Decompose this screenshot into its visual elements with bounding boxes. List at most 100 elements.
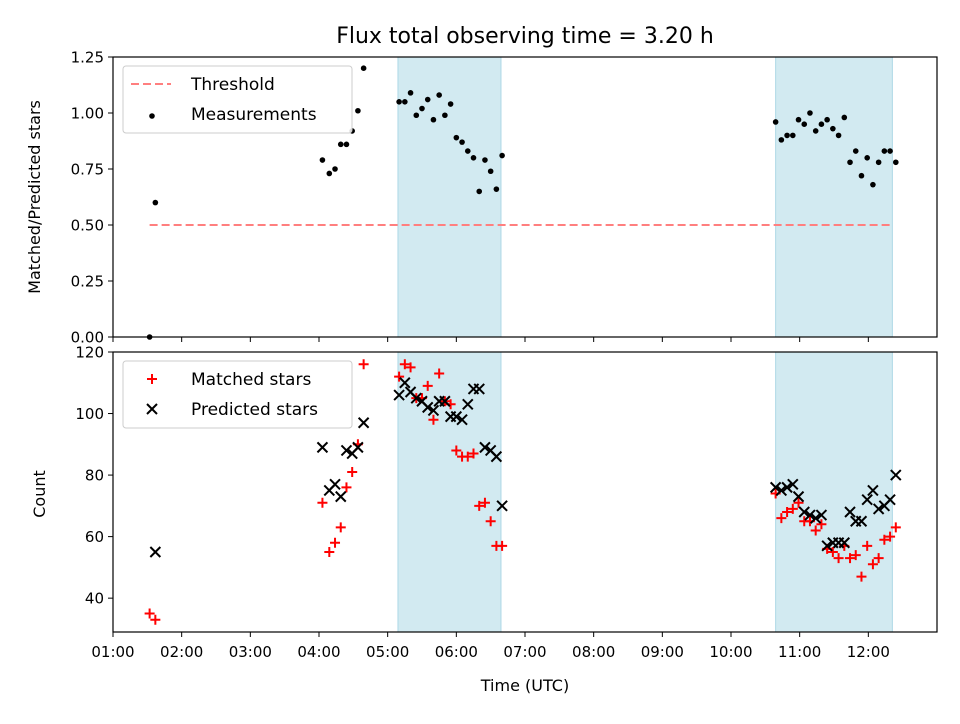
matched-star-marker (816, 519, 827, 530)
predicted-star-marker (496, 500, 508, 512)
x-tick-label: 09:00 (641, 643, 684, 661)
chart-title: Flux total observing time = 3.20 h (336, 24, 714, 49)
predicted-star-marker (855, 515, 868, 527)
top-y-tick-label: 0.75 (71, 161, 104, 179)
bottom-y-tick-label: 60 (85, 528, 104, 546)
predicted-star-marker (410, 392, 422, 404)
matched-star-marker (485, 516, 496, 527)
measurement-point (482, 157, 488, 163)
measurement-point (407, 90, 414, 96)
matched-star-marker (793, 497, 804, 508)
measurement-point (476, 188, 483, 195)
matched-star-marker (399, 359, 410, 370)
matched-star-marker (144, 608, 155, 619)
matched-star-marker (479, 497, 490, 508)
matched-star-marker (833, 553, 844, 564)
measurement-point (326, 170, 333, 177)
bottom-panel: 40 60 80 100 120 01:00 02:00 03:00 04:00 05:00 06:… (75, 344, 938, 661)
matched-star-marker (845, 553, 856, 564)
matched-star-marker (394, 371, 405, 382)
measurement-point (847, 159, 853, 166)
measurement-point (858, 172, 865, 179)
matched-star-marker (451, 445, 462, 456)
matched-star-marker (330, 537, 341, 548)
matched-star-marker (474, 500, 485, 511)
x-tick-label: 02:00 (160, 643, 203, 661)
measurement-point (790, 132, 796, 139)
measurement-point (447, 101, 454, 107)
matched-star-marker (810, 525, 821, 536)
top-y-axis-label: Matched/Predicted stars (25, 100, 44, 294)
predicted-star-marker (357, 417, 370, 429)
measurement-point (875, 159, 882, 166)
legend-label-matched-stars: Matched stars (191, 370, 311, 390)
bottom-y-tick-label: 120 (75, 344, 104, 362)
top-legend: Threshold Measurements (122, 65, 353, 134)
measurement-point (772, 119, 779, 125)
measurement-point (442, 112, 448, 119)
predicted-star-marker (804, 509, 816, 521)
measurement-point (343, 141, 350, 148)
predicted-star-marker (439, 395, 451, 407)
predicted-star-marker (422, 401, 434, 414)
predicted-star-marker (775, 484, 788, 497)
matched-star-marker (787, 503, 798, 514)
matched-star-marker (335, 522, 346, 533)
bottom-y-tick-label: 80 (85, 467, 104, 485)
matched-star-marker (358, 359, 369, 370)
measurement-point (795, 116, 802, 123)
predicted-star-marker (335, 490, 347, 503)
measurement-point (360, 65, 367, 71)
matched-star-marker (776, 513, 787, 524)
predicted-star-marker (809, 512, 822, 524)
bottom-legend-box (122, 360, 353, 429)
predicted-star-marker (490, 450, 503, 463)
matched-star-marker (782, 507, 793, 517)
matched-star-marker (468, 448, 479, 459)
measurement-point (436, 92, 442, 98)
measurement-point (319, 157, 326, 163)
predicted-star-marker (821, 540, 833, 552)
measurement-point (818, 121, 825, 127)
matched-star-marker (867, 559, 878, 570)
measurement-point (402, 99, 408, 105)
legend-label-measurements: Measurements (191, 105, 317, 125)
predicted-star-marker (473, 383, 485, 395)
measurement-point (864, 155, 870, 161)
measurement-point (487, 168, 494, 175)
measurement-point (419, 105, 425, 112)
legend-swatch-predicted-stars (146, 403, 158, 415)
predicted-star-marker (769, 481, 782, 494)
legend-label-predicted-stars: Predicted stars (191, 400, 318, 420)
legend-label-threshold: Threshold (190, 75, 275, 95)
x-tick-label: 05:00 (366, 643, 409, 661)
top-legend-box (122, 65, 353, 134)
matched-star-marker (497, 540, 508, 551)
matched-star-marker (428, 414, 439, 425)
matched-star-marker (150, 614, 161, 625)
measurement-point (841, 114, 848, 121)
top-observing-window-0 (397, 56, 502, 338)
matched-star-marker (827, 547, 838, 557)
x-tick-label: 12:00 (847, 643, 890, 661)
matched-star-marker (850, 550, 861, 561)
predicted-star-marker (316, 441, 329, 454)
matched-star-marker (434, 368, 445, 379)
x-tick-label: 03:00 (229, 643, 272, 661)
measurement-point (413, 112, 420, 119)
matched-star-marker (856, 571, 867, 582)
measurement-point (893, 159, 899, 166)
predicted-star-marker (838, 537, 851, 549)
measurement-point (830, 125, 836, 132)
x-tick-label: 04:00 (297, 643, 340, 661)
predicted-star-marker (479, 441, 491, 454)
matched-star-marker (890, 522, 901, 533)
predicted-star-marker (340, 444, 353, 457)
predicted-star-marker (867, 484, 879, 497)
predicted-star-marker (890, 469, 902, 481)
measurement-point (470, 155, 477, 161)
matched-star-marker (347, 467, 358, 477)
matched-star-marker (405, 362, 416, 373)
predicted-star-marker (798, 506, 810, 518)
x-tick-label: 07:00 (503, 643, 546, 661)
